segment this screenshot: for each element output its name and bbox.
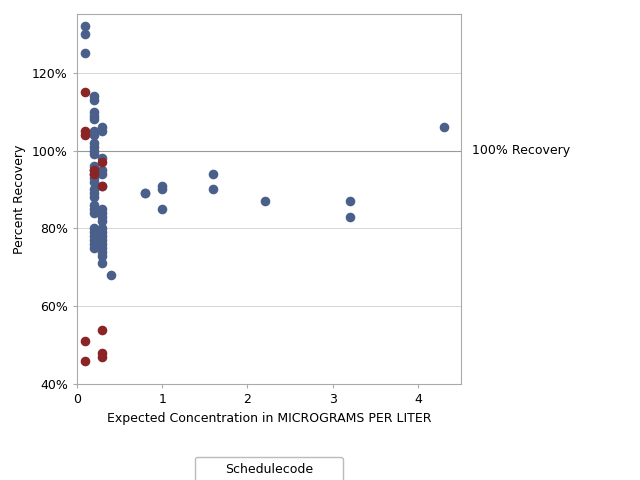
2021 bbox=[157, 186, 167, 193]
2021 bbox=[97, 228, 108, 236]
4440 bbox=[97, 349, 108, 357]
2021 bbox=[97, 213, 108, 220]
2021 bbox=[97, 155, 108, 162]
Legend: 2021, 4440: 2021, 4440 bbox=[195, 457, 343, 480]
2021 bbox=[89, 178, 99, 186]
2021 bbox=[97, 127, 108, 135]
2021 bbox=[97, 225, 108, 232]
2021 bbox=[89, 225, 99, 232]
2021 bbox=[97, 209, 108, 216]
2021 bbox=[97, 252, 108, 260]
2021 bbox=[140, 190, 150, 197]
2021 bbox=[97, 248, 108, 255]
2021 bbox=[89, 190, 99, 197]
4440 bbox=[97, 353, 108, 360]
2021 bbox=[438, 123, 449, 131]
2021 bbox=[89, 209, 99, 216]
4440 bbox=[97, 326, 108, 334]
2021 bbox=[97, 236, 108, 244]
2021 bbox=[89, 92, 99, 100]
2021 bbox=[345, 213, 355, 220]
4440 bbox=[80, 88, 90, 96]
4440 bbox=[80, 127, 90, 135]
2021 bbox=[208, 170, 218, 178]
2021 bbox=[208, 186, 218, 193]
2021 bbox=[80, 22, 90, 30]
2021 bbox=[97, 123, 108, 131]
2021 bbox=[89, 174, 99, 181]
Y-axis label: Percent Recovery: Percent Recovery bbox=[13, 144, 26, 254]
X-axis label: Expected Concentration in MICROGRAMS PER LITER: Expected Concentration in MICROGRAMS PER… bbox=[106, 411, 431, 425]
2021 bbox=[89, 166, 99, 174]
2021 bbox=[80, 49, 90, 57]
2021 bbox=[89, 143, 99, 151]
4440 bbox=[97, 182, 108, 190]
4440 bbox=[89, 166, 99, 174]
2021 bbox=[89, 236, 99, 244]
4440 bbox=[80, 337, 90, 345]
2021 bbox=[89, 232, 99, 240]
4440 bbox=[89, 170, 99, 178]
2021 bbox=[89, 96, 99, 104]
2021 bbox=[97, 217, 108, 225]
4440 bbox=[80, 357, 90, 364]
2021 bbox=[157, 205, 167, 213]
2021 bbox=[89, 108, 99, 116]
2021 bbox=[89, 228, 99, 236]
2021 bbox=[89, 201, 99, 209]
4440 bbox=[80, 131, 90, 139]
2021 bbox=[97, 182, 108, 190]
2021 bbox=[89, 186, 99, 193]
2021 bbox=[89, 193, 99, 201]
2021 bbox=[89, 170, 99, 178]
2021 bbox=[80, 30, 90, 38]
4440 bbox=[97, 158, 108, 166]
2021 bbox=[140, 190, 150, 197]
2021 bbox=[89, 131, 99, 139]
2021 bbox=[97, 205, 108, 213]
2021 bbox=[259, 197, 269, 205]
2021 bbox=[345, 197, 355, 205]
2021 bbox=[97, 260, 108, 267]
2021 bbox=[89, 244, 99, 252]
2021 bbox=[97, 232, 108, 240]
2021 bbox=[97, 166, 108, 174]
2021 bbox=[157, 182, 167, 190]
2021 bbox=[89, 127, 99, 135]
2021 bbox=[89, 139, 99, 146]
2021 bbox=[89, 116, 99, 123]
2021 bbox=[106, 271, 116, 279]
2021 bbox=[97, 240, 108, 248]
2021 bbox=[89, 240, 99, 248]
Text: 100% Recovery: 100% Recovery bbox=[472, 144, 570, 157]
2021 bbox=[89, 162, 99, 170]
2021 bbox=[89, 147, 99, 155]
2021 bbox=[97, 244, 108, 252]
2021 bbox=[97, 170, 108, 178]
2021 bbox=[89, 151, 99, 158]
2021 bbox=[89, 205, 99, 213]
2021 bbox=[89, 112, 99, 120]
